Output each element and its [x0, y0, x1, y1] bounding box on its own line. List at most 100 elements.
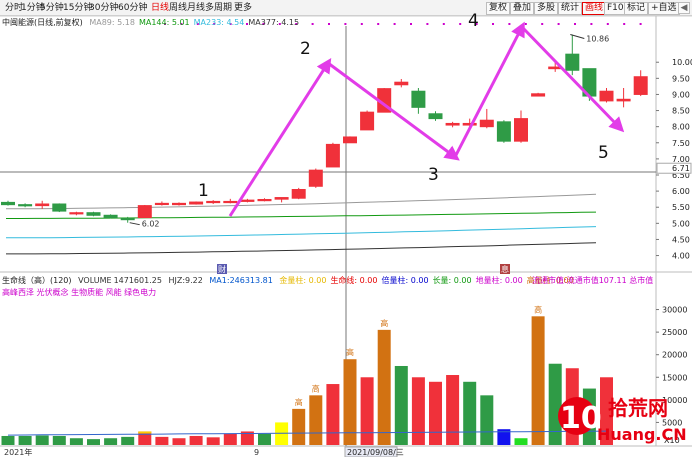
high-volume-mark: 高 — [295, 397, 303, 407]
candle-body — [462, 122, 477, 126]
watermark-domain: Huang.CN — [597, 425, 687, 444]
top-dot-marker — [246, 23, 248, 25]
volume-bar — [531, 316, 545, 445]
period-tab-2[interactable]: 5分钟 — [40, 3, 64, 13]
candle-body — [172, 202, 186, 206]
top-dot-marker — [475, 23, 478, 25]
indicator-title: 生命线（高）(120) — [2, 276, 72, 285]
current-price-box — [656, 162, 692, 174]
top-dot-marker — [180, 23, 183, 25]
volume-bar — [189, 435, 203, 445]
tool-button-0[interactable]: 复权 — [486, 2, 511, 15]
top-dot-marker — [262, 23, 265, 25]
wave-arrow-1 — [228, 57, 332, 217]
candle-body — [189, 201, 204, 205]
price-tick-label: 10.00 — [672, 58, 692, 67]
volume-bar — [292, 408, 306, 445]
event-marker-box — [217, 264, 227, 274]
volume-bar — [35, 435, 49, 445]
top-dot-marker — [278, 23, 281, 25]
candle-body — [308, 169, 323, 187]
volume-tick-label: 20000 — [662, 351, 687, 360]
candle-body — [154, 202, 169, 206]
high-price-label: 10.86 — [586, 35, 609, 44]
low-price-label: 6.02 — [142, 220, 160, 229]
low-leader-line — [129, 222, 140, 226]
candle-body — [479, 119, 494, 128]
volume-bar — [240, 431, 254, 445]
current-price-label: 6.71 — [672, 164, 690, 173]
volume-label: VOLUME — [78, 276, 112, 285]
candle-body — [69, 212, 84, 215]
tool-button-2[interactable]: 多股 — [534, 2, 559, 15]
top-dot-marker — [623, 23, 626, 25]
volume-bar — [172, 438, 186, 445]
candle-body — [18, 204, 33, 207]
period-tab-0[interactable]: 分时 — [5, 3, 24, 13]
volume-item-5: 高量柱: 0.00 — [526, 276, 574, 285]
price-tick-label: 6.00 — [672, 187, 690, 196]
high-volume-mark: 高 — [312, 383, 320, 393]
candle-body — [343, 136, 357, 144]
concept-tags: 高峰西泽 光伏概念 生物质能 风能 绿色电力 — [2, 288, 157, 297]
volume-bar — [121, 436, 135, 445]
volume-item-4: 地量柱: 0.00 — [475, 276, 523, 285]
hjz-value: 9.22 — [185, 276, 203, 285]
volume-bar — [394, 365, 408, 445]
volume-bar — [258, 433, 271, 445]
volume-bar — [326, 384, 340, 445]
top-dot-marker — [360, 23, 363, 25]
price-tick-label: 9.00 — [672, 90, 690, 99]
stock-name: 中闽能源(日线,前复权) — [2, 18, 83, 27]
candle-body — [291, 189, 306, 199]
period-tab-6[interactable]: 日线 — [151, 3, 170, 13]
collapse-icon[interactable]: ◀ — [678, 2, 690, 14]
volume-bar — [497, 429, 511, 445]
period-tab-1[interactable]: 1分钟 — [21, 3, 45, 13]
volume-tick-label: 10000 — [662, 396, 687, 405]
candle-body — [137, 205, 152, 219]
period-tab-9[interactable]: 多周期 — [205, 3, 233, 13]
ma-readout-0: MA89: 5.18 — [89, 18, 135, 27]
tool-button-1[interactable]: 叠加 — [510, 2, 535, 15]
ma-readout-2: MA233: 4.54 — [193, 18, 245, 27]
period-tab-4[interactable]: 30分钟 — [89, 3, 119, 13]
volume-value: 1471601.25 — [113, 276, 162, 285]
tool-button-6[interactable]: 标记 — [624, 2, 649, 15]
period-tab-10[interactable]: 更多 — [234, 3, 253, 13]
top-dot-marker — [377, 23, 380, 25]
top-dot-marker — [164, 23, 166, 25]
price-tick-label: 6.50 — [672, 171, 690, 180]
candle-body — [514, 118, 528, 142]
period-tab-3[interactable]: 15分钟 — [63, 3, 93, 13]
hjz-label: HJZ: — [168, 276, 186, 285]
wave-number-5: 5 — [598, 143, 609, 163]
wave-arrow-2 — [327, 61, 460, 161]
candle-body — [240, 199, 255, 202]
candle-body — [52, 203, 67, 212]
candle-body — [531, 93, 546, 97]
period-tab-7[interactable]: 周线 — [169, 3, 188, 13]
candle-body — [445, 122, 460, 126]
period-toolbar: 分时 1分钟 5分钟 15分钟 30分钟 60分钟 日线 周线 月线 多周期 更多 复权 叠加 多股 统计画… — [0, 0, 692, 16]
volume-unit-label: X10 — [664, 436, 680, 445]
volume-bar — [514, 438, 528, 445]
volume-bar — [138, 431, 152, 445]
top-dot-marker — [557, 23, 560, 25]
top-dot-marker — [606, 23, 609, 25]
tool-button-3[interactable]: 统计 — [558, 2, 583, 15]
volume-indicator-header: 生命线（高）(120) VOLUME 1471601.25 HJZ:9.22 MA… — [2, 275, 582, 287]
period-tab-8[interactable]: 月线 — [187, 3, 206, 13]
volume-item-3: 长量: 0.00 — [432, 276, 472, 285]
ma-line-1 — [6, 211, 597, 219]
high-leader-line — [570, 34, 585, 39]
volume-bar — [411, 377, 425, 445]
watermark-number: 10 — [560, 401, 602, 436]
top-dot-marker — [639, 23, 642, 25]
date-label-year: 2021年 — [4, 447, 32, 457]
high-volume-mark: 高 — [380, 318, 388, 328]
period-tab-5[interactable]: 60分钟 — [118, 3, 148, 13]
candle-body — [616, 98, 631, 102]
volume-bar — [343, 359, 357, 445]
